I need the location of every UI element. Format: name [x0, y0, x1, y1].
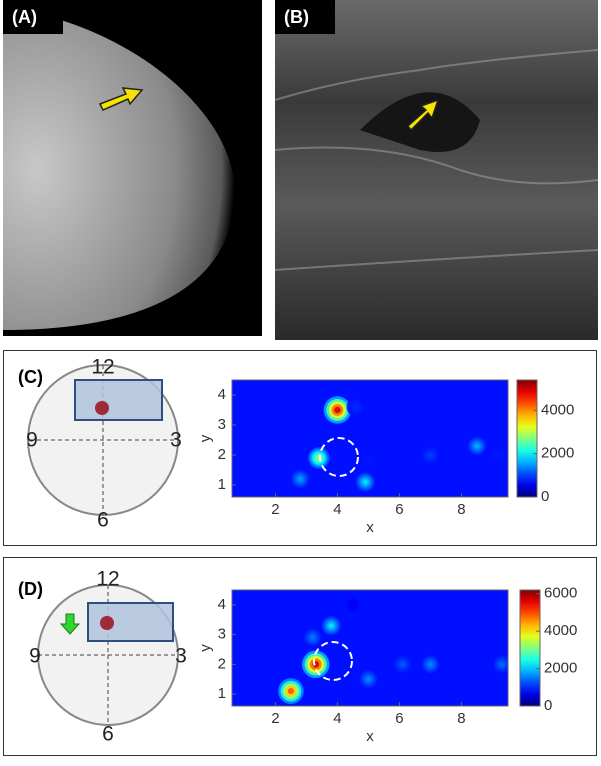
hotspot-ring — [474, 443, 480, 449]
panel-label: (B) — [284, 7, 309, 27]
breast-tissue — [3, 8, 236, 330]
x-tick-label: 4 — [333, 710, 341, 727]
colorbar — [519, 589, 541, 707]
colorbar-tick-label: 4000 — [544, 622, 577, 639]
hotspot — [489, 445, 508, 465]
hotspot-ring — [496, 453, 501, 457]
hotspot — [346, 397, 366, 417]
x-axis-label: x — [366, 728, 374, 745]
colorbar-tick-label: 0 — [541, 488, 549, 505]
panel-frame — [3, 350, 597, 546]
colorbar-tick-label: 2000 — [544, 660, 577, 677]
clock-label: 9 — [29, 645, 41, 668]
hotspot-ring — [363, 479, 368, 485]
y-axis-label: y — [197, 434, 214, 442]
y-tick-label: 4 — [218, 596, 226, 613]
y-tick-label: 1 — [218, 476, 226, 493]
hotspot — [392, 654, 413, 675]
heatmap-frame — [231, 379, 509, 498]
y-tick-label: 2 — [218, 446, 226, 463]
hotspot — [420, 445, 441, 465]
arrow — [98, 87, 144, 111]
colorbar — [516, 379, 538, 498]
colorbar-tick-label: 6000 — [544, 585, 577, 602]
colorbar-tick-label: 0 — [544, 697, 552, 714]
y-tick-label: 3 — [218, 416, 226, 433]
hotspot — [343, 595, 362, 614]
panel-label: (A) — [12, 7, 37, 27]
arrow — [406, 98, 440, 132]
hotspot-ring — [366, 677, 371, 682]
hotspot-ring — [334, 406, 341, 414]
hotspot — [320, 614, 343, 637]
colorbar-tick-label: 4000 — [541, 401, 574, 418]
hotspot — [420, 654, 441, 675]
label-box — [275, 0, 335, 34]
hotspot — [305, 445, 332, 471]
hotspot — [491, 654, 508, 675]
clock-label: 12 — [96, 568, 119, 591]
panel-frame — [3, 557, 597, 756]
clock-label: 12 — [91, 356, 114, 379]
hotspot — [354, 470, 377, 494]
hotspot-ring — [351, 603, 355, 607]
clock-label: 9 — [26, 429, 38, 452]
x-tick-label: 2 — [271, 710, 279, 727]
hotspot-ring — [298, 476, 303, 482]
panel-label: (D) — [18, 579, 43, 599]
x-tick-label: 8 — [457, 501, 465, 518]
hotspot — [466, 435, 488, 457]
x-tick-label: 2 — [271, 501, 279, 518]
clock-label: 3 — [175, 645, 187, 668]
x-tick-label: 6 — [395, 710, 403, 727]
hotspot-ring — [400, 662, 405, 667]
y-axis-label: y — [197, 644, 214, 652]
hotspot-ring — [287, 688, 294, 695]
hotspot — [289, 468, 311, 490]
clock-label: 3 — [170, 429, 182, 452]
y-tick-label: 4 — [218, 386, 226, 403]
label-box — [3, 0, 63, 34]
x-tick-label: 4 — [333, 501, 341, 518]
hotspot-ring — [428, 453, 433, 457]
hotspot-ring — [366, 459, 371, 463]
hotspot — [302, 627, 323, 648]
lesion-dot — [100, 616, 114, 630]
y-tick-label: 3 — [218, 626, 226, 643]
heatmap-frame — [231, 589, 509, 707]
hotspot — [359, 451, 378, 471]
heatmap — [275, 595, 508, 706]
y-tick-label: 2 — [218, 655, 226, 672]
highlight — [313, 641, 353, 681]
clock-label: 6 — [102, 723, 114, 746]
hotspot-ring — [354, 405, 358, 409]
probe — [74, 379, 163, 421]
hotspot-ring — [328, 623, 334, 628]
highlight — [319, 437, 359, 477]
hotspot-ring — [428, 662, 433, 667]
hotspot — [358, 668, 379, 690]
x-axis-label: x — [366, 519, 374, 536]
tissue-lines — [274, 49, 599, 271]
panel-label: (C) — [18, 367, 43, 387]
colorbar-tick-label: 2000 — [541, 445, 574, 462]
lesion — [360, 92, 480, 152]
hotspot — [321, 393, 354, 427]
hotspot — [275, 675, 307, 706]
hotspot-ring — [499, 662, 504, 667]
x-tick-label: 6 — [395, 501, 403, 518]
hotspot — [299, 647, 333, 681]
x-tick-label: 8 — [457, 710, 465, 727]
move-arrow — [59, 613, 81, 635]
heatmap — [289, 393, 508, 494]
ultrasound — [275, 0, 598, 340]
y-tick-label: 1 — [218, 685, 226, 702]
lesion-dot — [95, 401, 109, 415]
hotspot-ring — [310, 635, 315, 640]
clock-label: 6 — [97, 509, 109, 532]
